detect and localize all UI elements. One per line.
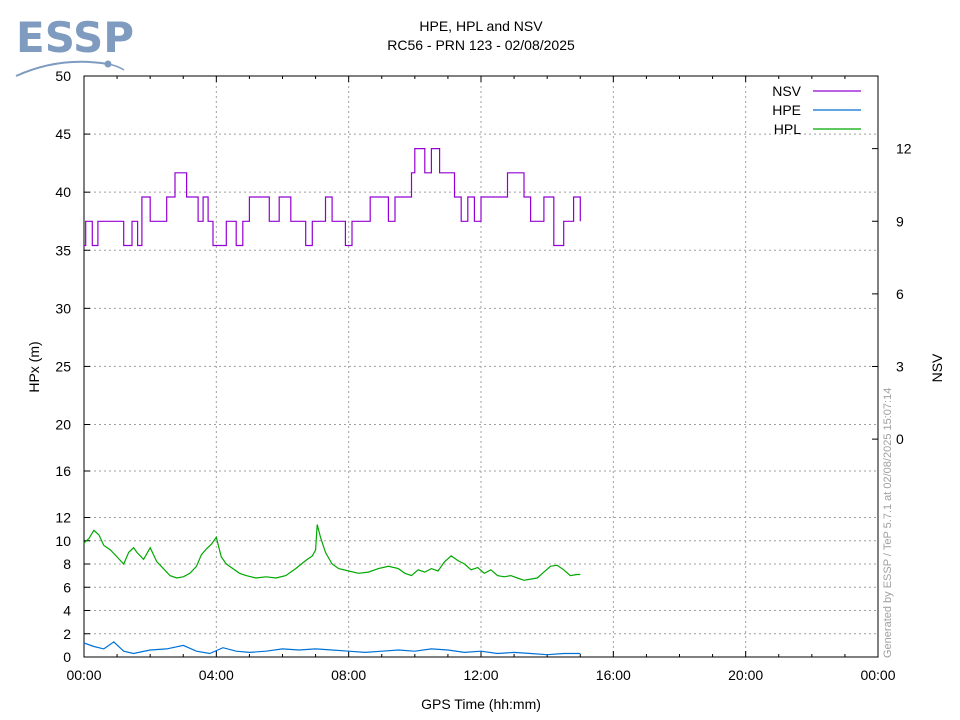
y2-tick-label: 3: [896, 359, 904, 375]
logo-swoosh: [15, 60, 109, 77]
x-tick-label: 00:00: [860, 667, 895, 683]
y-tick-label: 20: [55, 417, 71, 433]
x-tick-label: 08:00: [331, 667, 366, 683]
y2-tick-label: 0: [896, 431, 904, 447]
y-tick-label: 4: [63, 603, 71, 619]
x-axis-ticks: 00:00 04:00 08:00 12:00 16:00 20:00 00:00: [66, 76, 896, 683]
x-tick-label: 00:00: [66, 667, 101, 683]
y-tick-label: 50: [55, 68, 71, 84]
y2-tick-label: 6: [896, 286, 904, 302]
chart-title: HPE, HPL and NSV: [419, 18, 543, 34]
y-axis-label: HPx (m): [26, 341, 42, 392]
y-tick-label: 25: [55, 358, 71, 374]
series-line-nsv: [84, 148, 581, 247]
series-line-hpe: [83, 641, 581, 656]
x-tick-label: 04:00: [199, 667, 234, 683]
legend-label-nsv: NSV: [772, 83, 801, 99]
grid-lines: [84, 76, 878, 657]
y2-tick-label: 12: [896, 141, 912, 157]
x-tick-label: 12:00: [463, 667, 498, 683]
y-tick-label: 40: [55, 184, 71, 200]
logo-text: ESSP: [16, 13, 134, 62]
y-tick-label: 6: [63, 579, 71, 595]
x-axis-label: GPS Time (hh:mm): [421, 696, 541, 712]
y-axis-ticks: 0 2 4 6 8 10 12 16 20 25 30 35 40 45 50: [55, 68, 90, 665]
y-tick-label: 0: [63, 649, 71, 665]
watermark: Generated by ESSP / TeP 5.7.1 at 02/08/2…: [882, 388, 894, 658]
y-tick-label: 2: [63, 626, 71, 642]
y2-axis-label: NSV: [929, 353, 945, 382]
y-tick-label: 16: [55, 463, 71, 479]
essp-logo: ESSP: [15, 13, 134, 77]
legend: NSV HPE HPL: [772, 83, 861, 137]
series-line-hpl: [83, 524, 581, 581]
plot-frame: [83, 75, 879, 658]
series-lines: [83, 148, 581, 656]
y-tick-label: 45: [55, 126, 71, 142]
legend-label-hpe: HPE: [772, 102, 801, 118]
y2-axis-ticks: 0 3 6 9 12: [872, 141, 912, 447]
chart-subtitle: RC56 - PRN 123 - 02/08/2025: [387, 37, 575, 53]
x-tick-label: 20:00: [728, 667, 763, 683]
y-tick-label: 30: [55, 300, 71, 316]
x-tick-label: 16:00: [596, 667, 631, 683]
y-tick-label: 10: [55, 533, 71, 549]
y-tick-label: 8: [63, 556, 71, 572]
logo-swoosh-tail: [107, 63, 125, 71]
y-tick-label: 35: [55, 242, 71, 258]
legend-label-hpl: HPL: [774, 121, 801, 137]
y-tick-label: 12: [55, 510, 71, 526]
y2-tick-label: 9: [896, 213, 904, 229]
